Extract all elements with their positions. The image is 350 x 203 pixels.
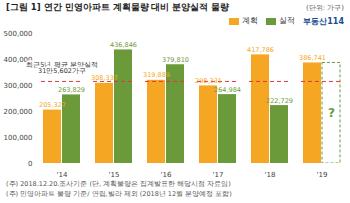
svg-text:'17: '17 [213,171,224,179]
svg-text:0: 0 [28,160,32,168]
svg-text:436,846: 436,846 [110,41,137,49]
svg-text:'19: '19 [317,171,328,179]
svg-text:319,889: 319,889 [143,71,170,79]
svg-text:100,000: 100,000 [4,134,33,142]
svg-text:205,327: 205,327 [39,101,66,109]
svg-text:417,786: 417,786 [247,46,274,54]
svg-text:'18: '18 [265,171,276,179]
svg-text:'15: '15 [109,171,120,179]
svg-text:200,000: 200,000 [4,108,33,116]
svg-text:500,000: 500,000 [4,30,33,38]
html-text:(주) 2018.12.20.조사기준 (단, 계획물량은: (주) 2018.12.20.조사기준 (단, 계획물량은 집계발표한 해당시점… [6,180,231,188]
html-text:계획: 계획 [242,16,259,25]
html-text:부동산114: 부동산114 [303,16,344,26]
html-text:[그림 1] 연간 민영아파트 계획물량 대비 분양실적 물: [그림 1] 연간 민영아파트 계획물량 대비 분양실적 물량 [6,2,230,12]
svg-text:263,829: 263,829 [58,86,85,94]
html-text:실적: 실적 [279,16,296,25]
svg-text:300,000: 300,000 [4,82,33,90]
svg-text:최근5년 평균 분양실적31만5,602가구: 최근5년 평균 분양실적31만5,602가구 [26,61,97,76]
svg-text:386,741: 386,741 [299,54,326,62]
svg-text:379,810: 379,810 [162,56,189,64]
svg-text:'14: '14 [57,171,68,179]
svg-text:400,000: 400,000 [3,55,33,64]
svg-text:308,337: 308,337 [91,74,118,82]
svg-text:'16: '16 [161,171,172,179]
svg-text:264,984: 264,984 [214,86,241,94]
html-text:(단위: 가구): (단위: 가구) [306,4,344,12]
svg-text:?: ? [328,106,335,120]
html-text:(주) 민영아파트 물량 기준/ 연립,빌라 제외 (201: (주) 민영아파트 물량 기준/ 연립,빌라 제외 (2018년 12월 분양예… [6,190,232,198]
svg-text:222,729: 222,729 [266,97,293,105]
svg-text:298,331: 298,331 [195,77,222,85]
